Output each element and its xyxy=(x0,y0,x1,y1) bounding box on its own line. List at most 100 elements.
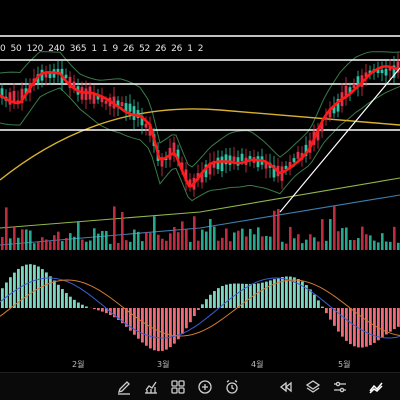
ma-line-mid xyxy=(0,108,400,181)
candle-body xyxy=(292,158,296,163)
candle-body xyxy=(232,156,236,162)
replay-icon xyxy=(279,381,292,393)
macd-histogram-bar xyxy=(377,308,380,341)
macd-histogram-bar xyxy=(81,304,84,308)
volume-bar xyxy=(361,226,364,250)
ma-period-9: 52 xyxy=(139,44,151,54)
volume-bar xyxy=(265,235,268,250)
candle-body xyxy=(384,68,388,76)
volume-bar xyxy=(29,230,32,250)
volume-bar xyxy=(153,216,156,250)
macd-histogram-bar xyxy=(397,308,400,327)
layers-button[interactable] xyxy=(301,375,325,399)
volume-bar xyxy=(121,212,124,250)
volume-bar xyxy=(209,219,212,250)
price-chart[interactable]: 0 50 120 240 365 1 1 9 26 52 26 26 1 2 2월 3월 4월 5월 xyxy=(0,0,400,372)
macd-histogram-bar xyxy=(161,308,164,351)
signal-line xyxy=(0,279,400,337)
volume-bar xyxy=(213,226,216,250)
volume-bar xyxy=(33,243,36,250)
macd-histogram-bar xyxy=(241,283,244,308)
candle-body xyxy=(236,157,240,166)
volume-bar xyxy=(1,237,4,250)
volume-bar xyxy=(113,206,116,250)
candle-body xyxy=(176,149,180,160)
volume-bar xyxy=(65,238,68,250)
candle-body xyxy=(348,87,352,95)
volume-bar xyxy=(389,241,392,250)
volume-bar xyxy=(157,234,160,250)
macd-histogram-bar xyxy=(21,266,24,308)
macd-histogram-bar xyxy=(53,280,56,308)
candle-body xyxy=(336,98,340,112)
volume-bar xyxy=(145,231,148,250)
chart-style-button[interactable] xyxy=(364,375,388,399)
candle-body xyxy=(120,102,124,107)
alarm-button[interactable] xyxy=(220,375,244,399)
macd-histogram-bar xyxy=(249,283,252,308)
macd-histogram-bar xyxy=(281,276,284,308)
volume-bar xyxy=(93,228,96,250)
macd-histogram-bar xyxy=(13,272,16,308)
volume-bar xyxy=(221,237,224,250)
volume-bar xyxy=(341,228,344,250)
macd-histogram-bar xyxy=(101,308,104,312)
month-label-may: 5월 xyxy=(338,360,351,369)
candle-body xyxy=(216,157,220,170)
candle-body xyxy=(272,165,276,178)
volume-bar xyxy=(69,233,72,250)
macd-histogram-bar xyxy=(225,284,228,308)
volume-bar xyxy=(189,241,192,250)
layout-grid-icon xyxy=(171,380,185,394)
volume-bar xyxy=(313,237,316,250)
macd-histogram-bar xyxy=(121,308,124,324)
volume-bar xyxy=(177,232,180,250)
volume-bar xyxy=(117,242,120,250)
macd-histogram-bar xyxy=(125,308,128,327)
replay-button[interactable] xyxy=(274,375,298,399)
candle-body xyxy=(256,156,260,168)
volume-bar xyxy=(249,228,252,250)
macd-histogram-bar xyxy=(301,281,304,308)
macd-histogram-bar xyxy=(33,264,36,308)
volume-bar xyxy=(241,228,244,250)
add-button[interactable] xyxy=(193,375,217,399)
alarm-icon xyxy=(226,379,238,394)
candle-body xyxy=(344,85,348,99)
volume-bar xyxy=(357,238,360,250)
ma-period-11: 26 xyxy=(171,44,183,54)
candle-body xyxy=(284,165,288,170)
draw-pen-button[interactable] xyxy=(112,375,136,399)
macd-histogram-bar xyxy=(313,294,316,308)
volume-bar xyxy=(261,236,264,250)
macd-histogram-bar xyxy=(1,288,4,308)
chart-canvas[interactable] xyxy=(0,0,400,372)
trend-line xyxy=(279,67,400,213)
macd-histogram-bar xyxy=(361,308,364,348)
candle-body xyxy=(92,94,96,104)
macd-histogram-bar xyxy=(221,286,224,308)
candle-body xyxy=(288,161,292,169)
candle-body xyxy=(72,81,76,89)
candle-body xyxy=(264,161,268,169)
volume-bar xyxy=(105,230,108,250)
candle-body xyxy=(24,88,28,95)
draw-pen-icon xyxy=(117,381,130,395)
macd-histogram-bar xyxy=(25,264,28,308)
macd-histogram-bar xyxy=(337,308,340,332)
macd-histogram-bar xyxy=(9,277,12,308)
settings-sliders-button[interactable] xyxy=(328,375,352,399)
macd-histogram-bar xyxy=(41,269,44,308)
layout-grid-button[interactable] xyxy=(166,375,190,399)
candle-body xyxy=(96,95,100,100)
volume-bar xyxy=(245,236,248,250)
volume-bar xyxy=(289,226,292,250)
macd-histogram-bar xyxy=(97,308,100,311)
candle-body xyxy=(160,157,164,167)
macd-histogram-bar xyxy=(209,294,212,308)
macd-histogram-bar xyxy=(309,289,312,308)
indicator-button[interactable] xyxy=(139,375,163,399)
candle-body xyxy=(248,155,252,160)
macd-histogram-bar xyxy=(145,308,148,346)
macd-histogram-bar xyxy=(333,308,336,326)
